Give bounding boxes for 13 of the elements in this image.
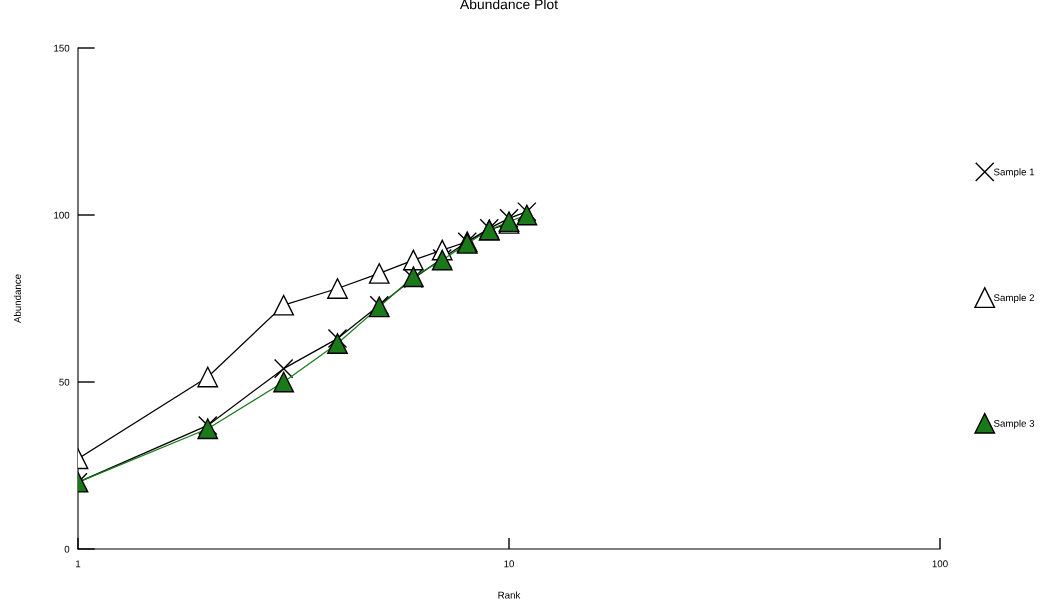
y-tick-label: 150 (54, 44, 70, 52)
x-tick-label: 1 (76, 560, 81, 568)
x-axis-title: Rank (498, 591, 521, 599)
legend-label: Sample 3 (993, 419, 1035, 429)
x-tick-label: 10 (504, 560, 515, 568)
chart-title: Abundance Plot (460, 0, 558, 10)
y-tick-label: 50 (59, 378, 70, 386)
y-tick-label: 0 (64, 545, 70, 553)
y-axis-title: Abundance (13, 274, 21, 324)
legend-label: Sample 2 (993, 293, 1035, 304)
x-tick-label: 100 (932, 560, 948, 568)
legend-label: Sample 1 (993, 168, 1035, 178)
y-tick-label: 100 (54, 211, 70, 219)
